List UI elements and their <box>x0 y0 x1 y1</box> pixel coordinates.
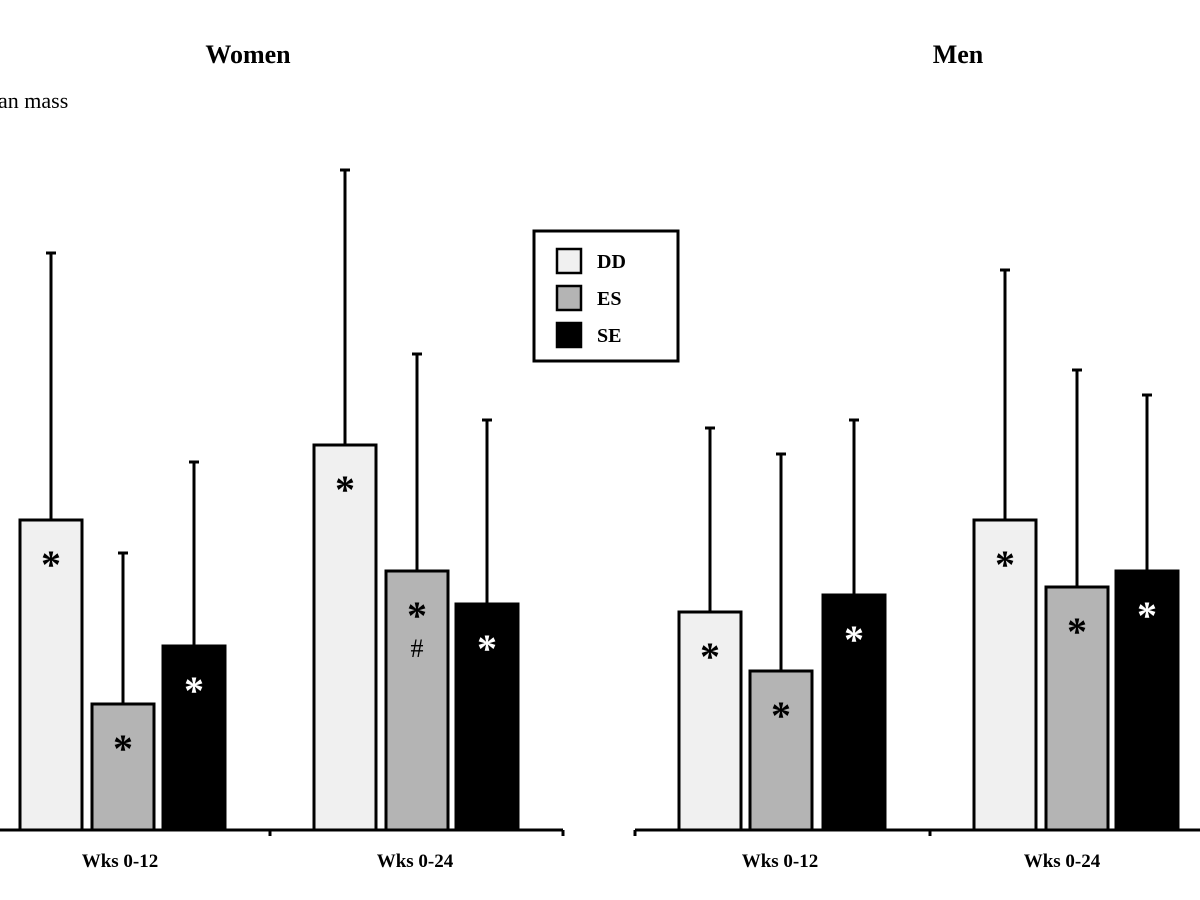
significance-asterisk: * <box>844 617 864 662</box>
significance-asterisk: * <box>407 593 427 638</box>
bar-se <box>161 644 227 832</box>
x-tick-label: Wks 0-12 <box>82 851 159 872</box>
bar-se <box>1114 569 1180 832</box>
significance-asterisk: * <box>335 467 355 512</box>
legend-label-es: ES <box>597 288 621 310</box>
legend-label-dd: DD <box>597 251 626 273</box>
x-tick-label: Wks 0-24 <box>377 851 454 872</box>
bar-se <box>454 602 520 832</box>
panel-title-women: Women <box>205 40 291 69</box>
bar-dd <box>677 610 743 832</box>
bar-es <box>1044 585 1110 832</box>
bar-dd <box>18 518 84 832</box>
significance-asterisk: * <box>184 668 204 713</box>
legend-swatch-dd <box>555 247 583 275</box>
significance-asterisk: * <box>771 693 791 738</box>
x-tick-label: Wks 0-12 <box>742 851 819 872</box>
y-axis-label: an mass <box>0 88 68 113</box>
panel-title-men: Men <box>933 40 984 69</box>
significance-hash: # <box>411 634 424 663</box>
significance-asterisk: * <box>1067 609 1087 654</box>
significance-asterisk: * <box>1137 593 1157 638</box>
legend: DD ES SE <box>532 229 680 363</box>
bar-dd <box>312 443 378 832</box>
significance-asterisk: * <box>700 634 720 679</box>
legend-label-se: SE <box>597 325 621 347</box>
significance-asterisk: * <box>113 726 133 771</box>
significance-asterisk: * <box>477 626 497 671</box>
bar-dd <box>972 518 1038 832</box>
significance-asterisk: * <box>995 542 1015 587</box>
legend-swatch-es <box>555 284 583 312</box>
legend-swatch-se <box>555 321 583 349</box>
significance-asterisk: * <box>41 542 61 587</box>
x-tick-label: Wks 0-24 <box>1024 851 1101 872</box>
